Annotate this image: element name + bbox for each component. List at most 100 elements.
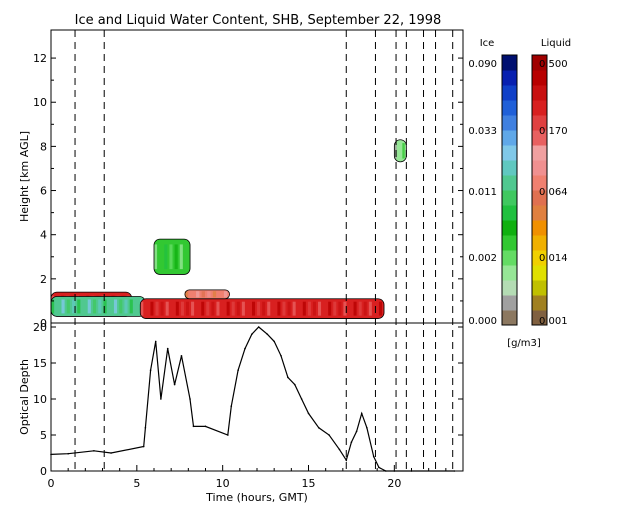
optical-depth-point	[110, 452, 112, 454]
liquid-color-swatch	[532, 220, 547, 236]
optical-depth-point	[237, 369, 239, 372]
cloud-texture	[180, 301, 184, 316]
optical-depth-point	[50, 453, 52, 456]
cloud-texture	[251, 301, 256, 316]
cloud-texture	[103, 299, 107, 314]
cloud-texture	[328, 301, 332, 316]
optical-depth-panel: 0 5 10 15 20 0 5 10 15 20 Time (hours, GMT) Optical…	[18, 321, 464, 504]
cloud-texture	[196, 291, 200, 298]
optical-depth-point	[160, 398, 162, 400]
cloud-texture	[113, 299, 118, 314]
optical-depth-point	[328, 434, 330, 436]
time-tick-label: 5	[133, 477, 140, 490]
cloud-texture	[333, 301, 337, 316]
cloud-texture	[174, 244, 178, 270]
cloud-texture	[169, 244, 173, 270]
optical-depth-point	[307, 412, 310, 415]
ice-color-swatch	[502, 55, 517, 71]
cloud-texture	[212, 291, 217, 298]
optical-depth-point	[372, 455, 375, 458]
cloud-texture	[218, 291, 222, 298]
liquid-color-swatch	[532, 280, 547, 296]
time-tick-label: 20	[387, 477, 401, 490]
cloud-texture	[56, 299, 60, 314]
cloud-texture	[206, 301, 210, 316]
cloud-texture	[51, 299, 55, 314]
od-tick-label: 10	[33, 393, 47, 406]
optical-depth-point	[287, 376, 289, 379]
cloud-texture	[170, 301, 174, 316]
height-tick-label: 6	[40, 185, 47, 198]
od-tick-label: 5	[40, 429, 47, 442]
optical-depth-point	[345, 459, 348, 462]
cloud-texture	[124, 299, 128, 314]
cloud-texture	[312, 301, 316, 316]
top-axes-frame	[50, 29, 464, 324]
chart-title: Ice and Liquid Water Content, SHB, Septe…	[75, 13, 442, 28]
cloud-texture	[394, 143, 397, 159]
cloud-texture	[154, 244, 158, 270]
cloud-texture	[297, 301, 301, 316]
cloud-texture	[98, 299, 102, 314]
liquid-color-swatch	[532, 265, 547, 281]
optical-depth-series	[50, 326, 455, 472]
ice-tick-label: 0.090	[468, 59, 497, 70]
optical-depth-point	[154, 340, 157, 343]
cloud-texture	[338, 301, 342, 316]
time-axis-label: Time (hours, GMT)	[205, 491, 308, 504]
cloud-texture	[368, 301, 372, 316]
height-tick-label: 10	[33, 96, 47, 109]
ice-colorbar-frame	[501, 54, 518, 326]
cloud-texture	[190, 291, 194, 298]
cloud-texture	[87, 299, 91, 314]
cloud-texture	[223, 291, 228, 298]
ice-color-swatch	[502, 85, 517, 101]
optical-depth-point	[149, 369, 152, 372]
cloud-texture	[108, 299, 112, 314]
liquid-color-swatch	[532, 160, 547, 176]
bottom-axes-frame	[50, 322, 464, 472]
optical-depth-point	[384, 470, 387, 472]
liquid-color-swatch	[532, 205, 547, 221]
optical-depth-point	[280, 355, 282, 357]
water-content-panel: 0 2 4 6 8 10 12 Height [km AGL]	[18, 29, 464, 471]
ice-color-swatch	[502, 190, 517, 206]
cloud-texture	[402, 143, 405, 159]
cloud-texture	[179, 244, 183, 270]
colorbar: Ice Liquid 0.090 0.033 0.011 0.002 0.000 0.500 0…	[468, 38, 571, 349]
cloud-texture	[184, 244, 188, 270]
cloud-texture	[282, 301, 286, 316]
optical-depth-point	[338, 448, 341, 451]
height-axis-label: Height [km AGL]	[18, 131, 31, 222]
ice-color-swatch	[502, 145, 517, 161]
liquid-color-swatch	[532, 295, 547, 311]
cloud-texture	[201, 291, 205, 298]
cloud-texture	[175, 301, 179, 316]
liquid-color-swatch	[532, 235, 547, 251]
optical-depth-point	[257, 326, 260, 328]
cloud-region-liquid	[139, 298, 385, 319]
liquid-color-swatch	[532, 310, 547, 326]
optical-depth-point	[166, 347, 169, 350]
cloud-region-outline	[153, 238, 191, 275]
liquid-tick-label: 0.001	[539, 316, 568, 327]
optical-depth-point	[273, 340, 275, 343]
cloud-texture	[216, 301, 220, 316]
liquid-color-swatch	[532, 85, 547, 101]
cloud-texture	[92, 299, 97, 314]
cloud-texture	[155, 301, 159, 316]
ice-tick-label: 0.002	[468, 253, 497, 264]
liquid-color-swatch	[532, 55, 547, 71]
cloud-texture	[164, 244, 168, 270]
optical-depth-point	[192, 425, 195, 428]
liquid-color-swatch	[532, 70, 547, 86]
ice-color-swatch	[502, 295, 517, 311]
optical-depth-point	[173, 383, 176, 386]
cloud-texture	[287, 301, 291, 316]
cloud-texture	[184, 291, 189, 298]
ice-color-swatch	[502, 130, 517, 146]
liquid-color-swatch	[532, 190, 547, 206]
cloud-texture	[207, 291, 211, 298]
optical-depth-point	[144, 427, 147, 429]
ice-color-swatch	[502, 235, 517, 251]
